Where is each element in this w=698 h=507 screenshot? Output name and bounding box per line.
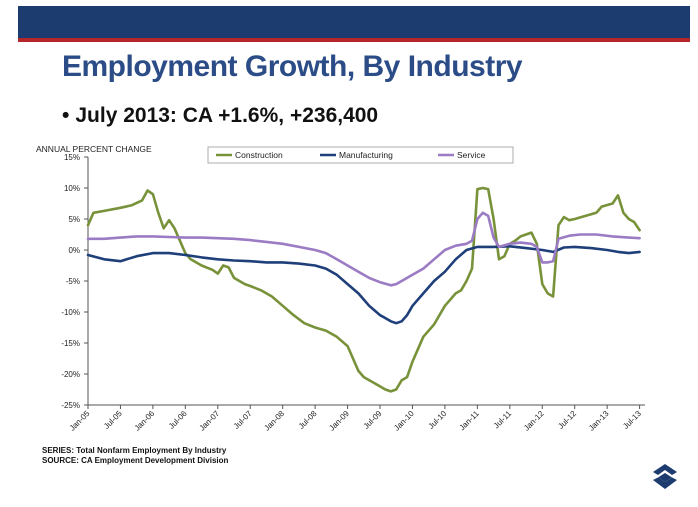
x-tick-label: Jan-12	[522, 409, 546, 433]
footer-notes: SERIES: Total Nonfarm Employment By Indu…	[42, 446, 228, 466]
bullet-symbol: •	[62, 104, 70, 127]
y-axis-label: ANNUAL PERCENT CHANGE	[36, 144, 152, 154]
x-tick-label: Jan-05	[68, 409, 92, 433]
y-tick-label: -20%	[61, 370, 80, 379]
x-tick-label: Jan-07	[198, 409, 222, 433]
employment-line-chart: ANNUAL PERCENT CHANGE 15% 10% 5% 0% -5% -10% -…	[36, 144, 645, 433]
series-line-manufacturing	[86, 245, 641, 325]
series-line-construction	[86, 186, 641, 393]
x-tick-label: Jan-13	[587, 409, 611, 433]
legend-label-service: Service	[457, 150, 486, 160]
slide-title: Employment Growth, By Industry	[62, 50, 523, 83]
x-tick-label: Jul-08	[297, 409, 319, 431]
y-tick-label: -25%	[61, 401, 80, 410]
legend: Construction Manufacturing Service	[207, 146, 514, 164]
x-tick-label: Jul-12	[556, 409, 578, 431]
x-tick-label: Jul-10	[427, 409, 449, 431]
legend-label-construction: Construction	[235, 150, 283, 160]
y-tick-label: -5%	[66, 277, 80, 286]
plot-area: 15% 10% 5% 0% -5% -10% -15% -20% -25%Jan-05 Jul-0…	[61, 153, 645, 433]
y-tick-label: 10%	[64, 184, 80, 193]
y-tick-label: -15%	[61, 339, 80, 348]
x-tick-label: Jan-10	[392, 409, 416, 433]
header-rule	[18, 38, 690, 42]
bullet-text: July 2013: CA +1.6%, +236,400	[75, 104, 379, 127]
y-tick-label: -10%	[61, 308, 80, 317]
x-tick-label: Jul-05	[102, 409, 124, 431]
header-bar	[18, 6, 690, 38]
x-tick-label: Jan-06	[133, 409, 157, 433]
source-note: SOURCE: CA Employment Development Divisi…	[42, 456, 229, 465]
x-tick-label: Jul-11	[492, 409, 514, 431]
x-tick-label: Jul-13	[621, 409, 643, 431]
x-tick-label: Jan-11	[458, 409, 482, 433]
x-tick-label: Jan-09	[327, 409, 351, 433]
x-tick-label: Jul-07	[232, 409, 254, 431]
series-line-service	[86, 211, 641, 287]
y-tick-label: 15%	[64, 153, 80, 162]
x-tick-label: Jan-08	[262, 409, 286, 433]
bullet-point: • July 2013: CA +1.6%, +236,400	[62, 104, 378, 128]
y-tick-label: 5%	[68, 215, 80, 224]
series-note: SERIES: Total Nonfarm Employment By Indu…	[42, 446, 227, 455]
legend-box	[207, 146, 514, 164]
y-tick-label: 0%	[68, 246, 80, 255]
legend-label-manufacturing: Manufacturing	[339, 150, 393, 160]
edd-logo-icon	[653, 464, 677, 489]
x-tick-label: Jul-06	[167, 409, 189, 431]
x-tick-label: Jul-09	[362, 409, 384, 431]
